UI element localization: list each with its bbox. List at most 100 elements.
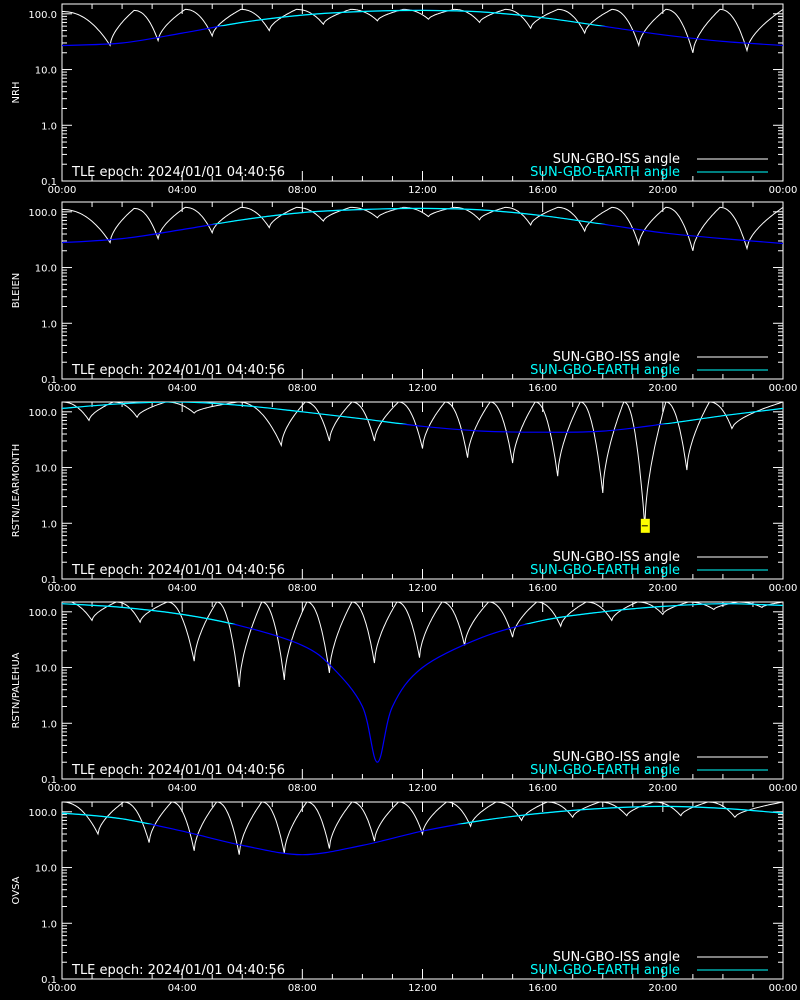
y-tick-label: 10.0 (35, 464, 57, 475)
sun-gbo-earth-line (62, 9, 783, 47)
sun-gbo-earth-line-visible (62, 805, 783, 825)
x-tick-label: 00:00 (769, 383, 798, 394)
panel-4: 0.1 1.0 10.0 100.0 00:00 04:00 08:00 12:00 16:00… (11, 601, 798, 794)
y-ticks (62, 411, 783, 580)
x-tick-label: 20:00 (648, 383, 677, 394)
panel-2: 0.1 1.0 10.0 100.0 00:00 04:00 08:00 12:00 16:00… (11, 201, 798, 394)
y-tick-label: 1.0 (41, 919, 57, 930)
x-tick-label: 16:00 (528, 583, 557, 594)
x-tick-label: 00:00 (48, 583, 77, 594)
x-tick-label: 04:00 (168, 583, 197, 594)
legend-iss-label: SUN-GBO-ISS angle (553, 152, 680, 167)
x-tick-label: 12:00 (408, 383, 437, 394)
x-tick-label: 00:00 (48, 383, 77, 394)
legend-earth-label: SUN-GBO-EARTH angle (530, 165, 680, 180)
y-ticks (62, 13, 783, 182)
x-tick-label: 12:00 (408, 583, 437, 594)
tle-epoch-label: TLE epoch: 2024/01/01 04:40:56 (71, 165, 285, 180)
sun-gbo-iss-line (62, 8, 783, 53)
x-tick-label: 08:00 (288, 783, 317, 794)
x-ticks (61, 202, 784, 379)
legend-iss-label: SUN-GBO-ISS angle (553, 750, 680, 765)
y-tick-label: 100.0 (28, 208, 57, 219)
y-tick-label: 1.0 (41, 319, 57, 330)
sun-gbo-earth-line (62, 207, 783, 245)
y-tick-label: 100.0 (28, 608, 57, 619)
y-tick-label: 100.0 (28, 10, 57, 21)
y-axis-label: RSTN/PALEHUA (11, 652, 22, 728)
tle-epoch-label: TLE epoch: 2024/01/01 04:40:56 (71, 963, 285, 978)
x-tick-label: 00:00 (48, 185, 77, 196)
y-tick-label: 0.1 (41, 375, 57, 386)
legend-iss-label: SUN-GBO-ISS angle (553, 950, 680, 965)
y-tick-label: 10.0 (35, 66, 57, 77)
x-tick-label: 20:00 (648, 783, 677, 794)
legend-earth-label: SUN-GBO-EARTH angle (530, 963, 680, 978)
x-tick-label: 00:00 (769, 185, 798, 196)
legend-earth-label: SUN-GBO-EARTH angle (530, 563, 680, 578)
y-tick-label: 10.0 (35, 664, 57, 675)
legend-iss-label: SUN-GBO-ISS angle (553, 550, 680, 565)
x-tick-label: 04:00 (168, 783, 197, 794)
y-tick-label: 100.0 (28, 808, 57, 819)
x-tick-label: 20:00 (648, 185, 677, 196)
sun-gbo-iss-line (62, 402, 783, 526)
legend-earth-label: SUN-GBO-EARTH angle (530, 363, 680, 378)
legend-iss-label: SUN-GBO-ISS angle (553, 350, 680, 365)
x-tick-label: 08:00 (288, 383, 317, 394)
panel-1: 0.1 1.0 10.0 100.0 00:00 04:00 08:00 12:00 16:00… (11, 3, 798, 196)
y-tick-label: 1.0 (41, 121, 57, 132)
y-axis-label: RSTN/LEARMONTH (11, 444, 22, 538)
x-tick-label: 12:00 (408, 983, 437, 994)
x-tick-label: 00:00 (48, 783, 77, 794)
x-tick-label: 20:00 (648, 983, 677, 994)
y-tick-label: 0.1 (41, 177, 57, 188)
x-tick-label: 08:00 (288, 983, 317, 994)
x-tick-label: 20:00 (648, 583, 677, 594)
tle-epoch-label: TLE epoch: 2024/01/01 04:40:56 (71, 763, 285, 778)
y-ticks (62, 611, 783, 780)
y-tick-label: 0.1 (41, 575, 57, 586)
x-tick-label: 00:00 (48, 983, 77, 994)
sun-gbo-iss-line (69, 602, 783, 687)
legend-earth-label: SUN-GBO-EARTH angle (530, 763, 680, 778)
sun-gbo-earth-line (62, 402, 783, 433)
x-tick-label: 00:00 (769, 783, 798, 794)
x-tick-label: 04:00 (168, 185, 197, 196)
y-tick-label: 10.0 (35, 264, 57, 275)
x-tick-label: 12:00 (408, 783, 437, 794)
x-tick-label: 04:00 (168, 983, 197, 994)
sun-gbo-earth-line (62, 805, 783, 856)
sun-gbo-earth-line-visible (62, 603, 783, 625)
x-tick-label: 00:00 (769, 583, 798, 594)
x-ticks (61, 402, 784, 579)
y-tick-label: 0.1 (41, 775, 57, 786)
x-tick-label: 04:00 (168, 383, 197, 394)
y-axis-label: NRH (11, 82, 22, 104)
x-tick-label: 08:00 (288, 583, 317, 594)
x-tick-label: 16:00 (528, 185, 557, 196)
x-ticks (61, 4, 784, 181)
y-tick-label: 10.0 (35, 864, 57, 875)
sun-gbo-iss-line (62, 206, 783, 251)
x-tick-label: 16:00 (528, 383, 557, 394)
panel-5: 0.1 1.0 10.0 100.0 00:00 04:00 08:00 12:00 16:00… (11, 801, 797, 994)
panel-3: 0.1 1.0 10.0 100.0 00:00 04:00 08:00 12:00 16:00… (11, 401, 798, 594)
sun-gbo-iss-line (62, 802, 783, 855)
y-tick-label: 1.0 (41, 519, 57, 530)
y-tick-label: 0.1 (41, 975, 57, 986)
sun-gbo-earth-line-visible (216, 9, 607, 27)
y-tick-label: 100.0 (28, 408, 57, 419)
y-ticks (62, 211, 783, 380)
tle-epoch-label: TLE epoch: 2024/01/01 04:40:56 (71, 363, 285, 378)
x-tick-label: 16:00 (528, 983, 557, 994)
y-ticks (62, 811, 783, 980)
sun-gbo-earth-line (62, 603, 783, 763)
y-axis-label: BLEIEN (11, 273, 22, 309)
